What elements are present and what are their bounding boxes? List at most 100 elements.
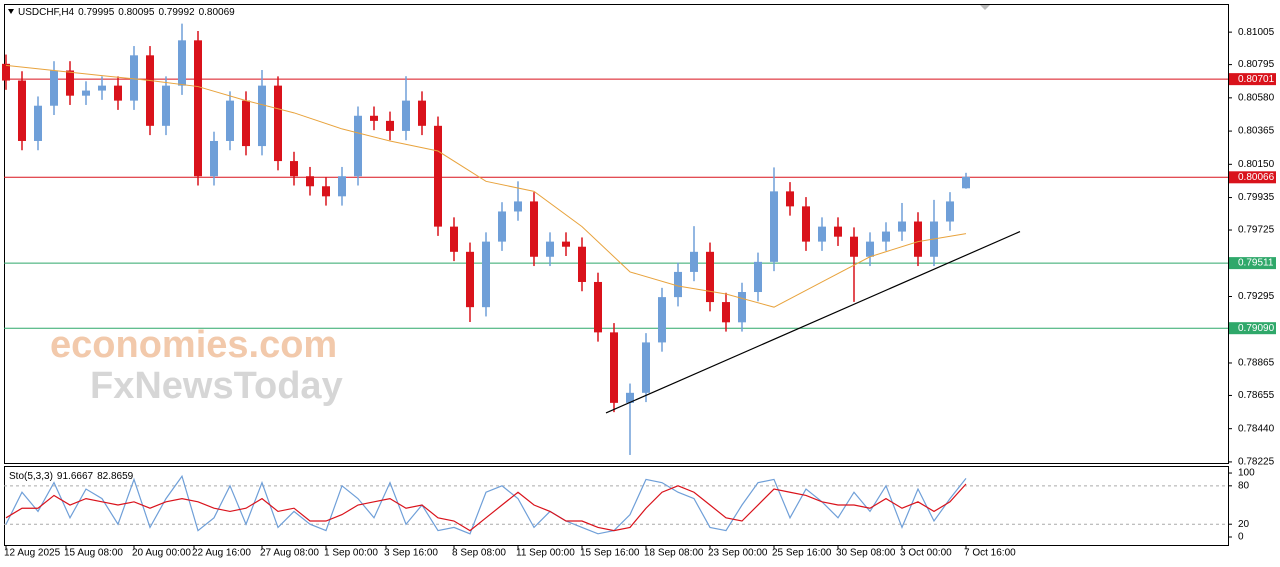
header-value: 0.80095 xyxy=(118,7,155,18)
candle-body xyxy=(914,221,922,257)
candle-body xyxy=(850,236,858,257)
candle-body xyxy=(322,186,330,197)
moving-average xyxy=(5,64,967,308)
candle-body xyxy=(610,332,618,403)
x-tick-label: 30 Sep 08:00 xyxy=(836,548,896,559)
candle-body xyxy=(514,201,522,212)
stochastic-panel xyxy=(4,466,1229,546)
menu-arrow[interactable] xyxy=(8,9,14,14)
x-tick-label: 3 Oct 00:00 xyxy=(900,548,952,559)
x-tick-label: 1 Sep 00:00 xyxy=(324,548,378,559)
stochastic-header: Sto(5,3,3) 91.6667 82.8659 xyxy=(9,471,134,482)
header-value: 0.80069 xyxy=(199,7,236,18)
candle-body xyxy=(866,241,874,257)
candle-body xyxy=(722,302,730,323)
candle-body xyxy=(2,63,10,81)
x-tick-label: 11 Sep 00:00 xyxy=(516,548,575,559)
stochastic-value: 82.8659 xyxy=(97,471,134,482)
candle-body xyxy=(418,100,426,126)
y-tick-label: 0 xyxy=(1238,532,1244,543)
candle-body xyxy=(130,55,138,101)
header-value: 0.79992 xyxy=(158,7,195,18)
candle-body xyxy=(770,191,778,262)
candle-body xyxy=(882,231,890,242)
y-tick-label: 80 xyxy=(1238,480,1250,491)
y-tick-label: 0.78440 xyxy=(1238,423,1275,434)
level-label-box xyxy=(1229,171,1276,184)
candle-body xyxy=(594,281,602,333)
candle-body xyxy=(754,261,762,293)
candle-body xyxy=(898,221,906,232)
candle-body xyxy=(354,115,362,177)
candle-body xyxy=(834,226,842,237)
y-tick-label: 100 xyxy=(1238,468,1255,479)
candle-body xyxy=(290,161,298,177)
candle-body xyxy=(642,342,650,393)
candle-body xyxy=(210,140,218,177)
level-label: 0.80066 xyxy=(1238,172,1275,183)
candle-body xyxy=(674,271,682,298)
candle-body xyxy=(258,85,266,147)
candle-body xyxy=(162,85,170,126)
y-tick-label: 20 xyxy=(1238,519,1250,530)
x-tick-label: 12 Aug 2025 xyxy=(4,548,61,559)
x-tick-label: 8 Sep 08:00 xyxy=(452,548,506,559)
trendline xyxy=(605,231,1021,414)
header-value: 0.79995 xyxy=(78,7,115,18)
candle-body xyxy=(338,176,346,197)
y-tick-label: 0.80150 xyxy=(1238,159,1275,170)
y-tick-label: 0.79295 xyxy=(1238,291,1275,302)
candle-body xyxy=(82,90,90,96)
candle-body xyxy=(802,206,810,242)
y-tick-label: 0.79725 xyxy=(1238,225,1275,236)
y-tick-label: 0.81005 xyxy=(1238,27,1275,38)
x-tick-label: 22 Aug 16:00 xyxy=(192,548,251,559)
candle-body xyxy=(786,191,794,207)
candle-body xyxy=(178,40,186,86)
y-tick-label: 0.80365 xyxy=(1238,126,1275,137)
candle-body xyxy=(690,251,698,272)
candle-body xyxy=(626,392,634,403)
header: USDCHF,H4 0.79995 0.80095 0.79992 0.80069 xyxy=(18,7,235,18)
candle-body xyxy=(530,201,538,257)
watermark: economies.com xyxy=(50,324,337,366)
level-label-box xyxy=(1229,322,1276,335)
candle-body xyxy=(18,80,26,141)
level-label: 0.79511 xyxy=(1238,258,1274,269)
x-tick-label: 3 Sep 16:00 xyxy=(384,548,438,559)
candle-body xyxy=(402,100,410,131)
candle-body xyxy=(34,105,42,141)
candle-body xyxy=(562,241,570,247)
candle-body xyxy=(738,292,746,323)
y-tick-label: 0.80580 xyxy=(1238,92,1275,103)
candle-body xyxy=(578,246,586,282)
candle-body xyxy=(274,85,282,162)
candle-body xyxy=(114,85,122,101)
level-label-box xyxy=(1229,73,1276,86)
candle-body xyxy=(434,125,442,227)
header-value: USDCHF,H4 xyxy=(18,7,75,18)
candle-body xyxy=(818,226,826,242)
candle-body xyxy=(226,100,234,141)
candle-body xyxy=(306,176,314,187)
y-tick-label: 0.80795 xyxy=(1238,59,1275,70)
x-tick-label: 7 Oct 16:00 xyxy=(964,548,1016,559)
y-tick-label: 0.79935 xyxy=(1238,192,1275,203)
x-tick-label: 15 Sep 16:00 xyxy=(580,548,640,559)
candle-body xyxy=(66,70,74,96)
watermark: FxNewsToday xyxy=(90,365,343,407)
candle-body xyxy=(450,226,458,252)
candle-body xyxy=(658,297,666,343)
x-tick-label: 27 Aug 08:00 xyxy=(260,548,319,559)
level-label: 0.80701 xyxy=(1238,74,1275,85)
shift-marker xyxy=(980,5,990,10)
candle-body xyxy=(386,120,394,131)
stochastic-label: Sto(5,3,3) xyxy=(9,471,53,482)
candle-body xyxy=(498,211,506,242)
candle-body xyxy=(962,176,970,189)
candle-body xyxy=(466,251,474,308)
x-tick-label: 15 Aug 08:00 xyxy=(64,548,123,559)
x-tick-label: 18 Sep 08:00 xyxy=(644,548,704,559)
stochastic-value: 91.6667 xyxy=(57,471,94,482)
